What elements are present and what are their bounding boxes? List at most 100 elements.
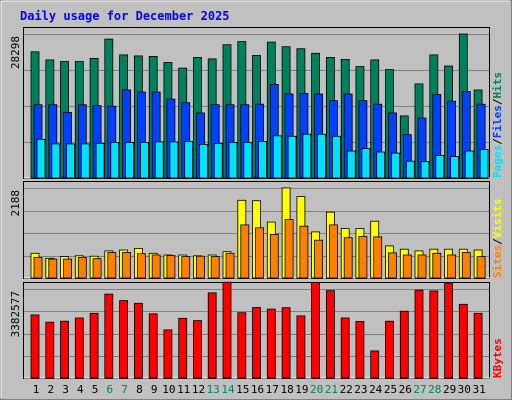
bar-visits-sites-27 [417, 254, 427, 279]
bar-hits-pages-1 [36, 138, 46, 179]
bar-kbytes-kbytes-21 [325, 290, 335, 379]
bar-kbytes-kbytes-28 [429, 290, 439, 379]
bar-kbytes-kbytes-5 [89, 312, 99, 379]
x-tick-label-23: 23 [354, 383, 367, 396]
x-tick-label-28: 28 [428, 383, 441, 396]
x-tick-label-31: 31 [472, 383, 485, 396]
x-tick-label-9: 9 [151, 383, 158, 396]
ylabel-visits: Sites/Visits [491, 199, 504, 279]
bar-visits-sites-17 [269, 233, 279, 279]
bar-visits-sites-13 [210, 256, 220, 279]
ylabel-separator: / [491, 238, 504, 245]
bar-kbytes-kbytes-9 [148, 313, 158, 379]
bar-hits-pages-6 [110, 141, 120, 179]
bar-hits-pages-28 [435, 155, 445, 179]
bar-kbytes-kbytes-18 [281, 307, 291, 379]
x-tick-label-16: 16 [251, 383, 264, 396]
bar-kbytes-kbytes-11 [178, 317, 188, 379]
bar-kbytes-kbytes-30 [458, 303, 468, 379]
bar-visits-sites-29 [447, 254, 457, 279]
bar-hits-pages-10 [169, 141, 179, 179]
bar-visits-sites-28 [432, 252, 442, 279]
x-tick-label-29: 29 [443, 383, 456, 396]
x-tick-label-30: 30 [458, 383, 471, 396]
bar-visits-sites-25 [388, 252, 397, 279]
bar-visits-sites-2 [48, 258, 58, 279]
bar-visits-sites-8 [136, 253, 146, 279]
bar-kbytes-kbytes-1 [30, 314, 40, 379]
bar-kbytes-kbytes-25 [385, 320, 394, 379]
bar-visits-sites-11 [181, 256, 191, 279]
bar-visits-sites-26 [402, 254, 412, 279]
x-tick-label-27: 27 [413, 383, 426, 396]
bar-kbytes-kbytes-2 [45, 321, 55, 379]
x-tick-label-8: 8 [136, 383, 143, 396]
bar-hits-pages-11 [184, 140, 194, 179]
bar-kbytes-kbytes-27 [414, 289, 424, 379]
x-tick-label-26: 26 [399, 383, 412, 396]
ylabel-part-pages: Pages [491, 145, 504, 178]
x-tick-label-15: 15 [236, 383, 249, 396]
bar-visits-sites-16 [255, 227, 264, 279]
x-tick-label-11: 11 [177, 383, 190, 396]
bar-visits-sites-30 [461, 252, 471, 279]
x-tick-label-14: 14 [221, 383, 235, 396]
x-tick-label-20: 20 [310, 383, 323, 396]
bar-visits-sites-24 [373, 236, 383, 279]
ymax-label-kbytes: 3382577 [9, 291, 22, 337]
bar-visits-sites-4 [77, 256, 87, 279]
bar-kbytes-kbytes-19 [296, 315, 306, 379]
x-tick-label-4: 4 [77, 383, 84, 396]
bar-kbytes-kbytes-13 [207, 292, 217, 379]
ylabel-kbytes: KBytes [491, 338, 504, 378]
bar-kbytes-kbytes-14 [222, 281, 232, 379]
bar-visits-sites-9 [151, 254, 161, 279]
x-tick-label-10: 10 [162, 383, 175, 396]
bar-kbytes-kbytes-26 [399, 310, 409, 379]
bar-visits-sites-15 [240, 224, 250, 279]
bar-hits-pages-9 [154, 141, 164, 179]
bar-kbytes-kbytes-8 [133, 302, 143, 379]
bar-kbytes-kbytes-12 [193, 320, 202, 379]
bar-visits-sites-6 [107, 252, 117, 279]
bar-kbytes-kbytes-16 [252, 307, 261, 379]
bar-hits-pages-14 [228, 141, 238, 179]
bar-kbytes-kbytes-23 [355, 320, 365, 379]
x-tick-label-25: 25 [384, 383, 397, 396]
bar-hits-pages-26 [405, 160, 415, 179]
x-tick-label-18: 18 [280, 383, 293, 396]
bar-hits-pages-4 [80, 143, 90, 179]
bar-hits-pages-31 [479, 149, 489, 179]
bar-hits-pages-20 [317, 133, 327, 179]
bar-visits-sites-23 [358, 236, 368, 279]
bar-hits-pages-19 [302, 133, 312, 179]
bar-kbytes-kbytes-20 [311, 282, 321, 379]
bar-kbytes-kbytes-17 [266, 308, 276, 379]
bar-visits-sites-14 [225, 252, 235, 279]
bar-hits-pages-17 [272, 135, 282, 179]
bar-hits-pages-3 [66, 143, 75, 179]
x-tick-label-22: 22 [340, 383, 353, 396]
x-tick-label-24: 24 [369, 383, 383, 396]
bar-kbytes-kbytes-6 [104, 293, 114, 379]
bar-kbytes-kbytes-7 [119, 300, 128, 379]
bar-hits-pages-13 [213, 142, 223, 179]
bar-hits-pages-23 [361, 148, 371, 179]
ymax-label-hits: 28298 [9, 36, 22, 69]
bar-hits-pages-18 [287, 135, 297, 179]
bar-visits-sites-21 [328, 224, 338, 279]
x-tick-label-7: 7 [121, 383, 128, 396]
bar-kbytes-kbytes-31 [473, 312, 483, 379]
bar-hits-pages-27 [420, 161, 430, 179]
bar-kbytes-kbytes-3 [60, 320, 69, 379]
chart-title: Daily usage for December 2025 [20, 9, 230, 23]
bar-kbytes-kbytes-24 [370, 350, 380, 379]
bar-visits-sites-12 [196, 255, 205, 279]
bar-hits-pages-7 [125, 141, 134, 179]
bar-hits-pages-5 [95, 142, 105, 179]
x-tick-label-6: 6 [106, 383, 113, 396]
bar-visits-sites-31 [476, 256, 486, 279]
bar-hits-pages-30 [464, 150, 474, 179]
ymax-label-visits: 2188 [9, 190, 22, 217]
